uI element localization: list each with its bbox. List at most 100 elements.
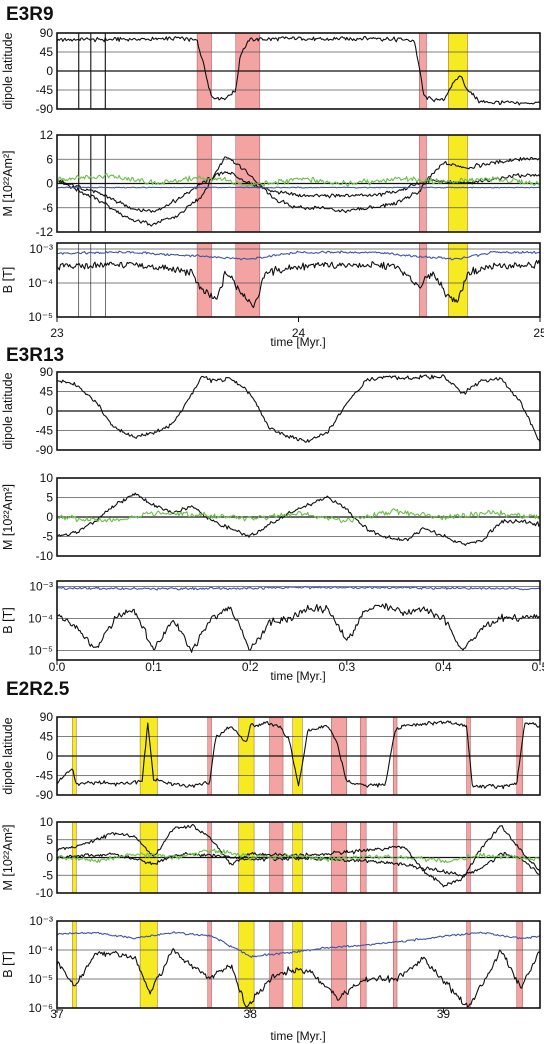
panel-2: 10 5 0 -5 -10 M [10²²Am²] <box>1 815 541 900</box>
y-tick-label: 10⁻⁵ <box>28 310 53 324</box>
x-axis-label: time [Myr.] <box>270 669 325 683</box>
y-tick-label: 6 <box>46 152 53 166</box>
series-group <box>57 374 540 443</box>
y-tick-label: -6 <box>42 201 53 215</box>
red-band <box>392 920 398 1009</box>
y-tick-label: -10 <box>36 886 54 900</box>
chart-3: E2R2.5 90 45 0 -45 -90 dipole latitude 10 5 0 -5 -1… <box>1 679 541 1043</box>
panel-2: 12 6 0 -6 -12 M [10²²Am²] <box>1 128 541 239</box>
blue-series-line <box>57 186 540 189</box>
yellow-band <box>238 920 255 1009</box>
y-tick-label: 45 <box>40 385 54 399</box>
x-tick-label: 0.4 <box>435 660 452 674</box>
y-axis-label: dipole latitude <box>1 717 15 794</box>
yellow-band <box>292 920 303 1009</box>
x-tick-label: 38 <box>244 1007 258 1021</box>
y-tick-label: 10⁻⁴ <box>28 276 53 290</box>
y-tick-label: -5 <box>42 530 53 544</box>
panel-1: 90 45 0 -45 -90 dipole latitude <box>1 365 541 457</box>
x-axis-label: time [Myr.] <box>270 335 325 349</box>
y-axis-label: M [10²²Am²] <box>1 151 15 217</box>
y-axis-label: M [10²²Am²] <box>1 825 15 891</box>
yellow-band <box>139 920 158 1009</box>
y-tick-label: -5 <box>42 868 53 882</box>
y-tick-label: -90 <box>36 443 54 457</box>
panel-frame <box>56 580 541 661</box>
y-tick-label: -45 <box>36 424 54 438</box>
red-band <box>360 920 367 1009</box>
green-series-line <box>57 848 540 864</box>
y-axis-label: dipole latitude <box>1 372 15 449</box>
black-series-line <box>57 374 540 443</box>
y-axis-label: B [T] <box>1 607 15 633</box>
red-band <box>196 242 212 318</box>
y-tick-label: 45 <box>40 45 54 59</box>
y-tick-label: 0 <box>46 510 53 524</box>
y-tick-label: 10⁻⁴ <box>28 612 53 626</box>
series-group <box>57 585 540 653</box>
panel-3: 10⁻³ 10⁻⁴ 10⁻⁵ B [T] 23 24 25 <box>1 242 544 340</box>
black-series-line <box>57 851 540 877</box>
x-tick-label: 39 <box>437 1007 451 1021</box>
y-tick-label: -90 <box>36 102 54 116</box>
black-series-line <box>57 35 540 106</box>
y-axis-label: B [T] <box>1 951 15 977</box>
black-series-line <box>57 823 540 888</box>
y-tick-label: 90 <box>40 26 54 40</box>
panel-frame <box>56 920 541 1009</box>
red-band <box>269 920 284 1009</box>
panel-3: 10⁻³ 10⁻⁴ 10⁻⁵ B [T] 0.0 0.1 0.2 0.3 0.4 0.5 <box>1 580 544 674</box>
y-tick-label: 0 <box>46 749 53 763</box>
y-tick-label: 10⁻³ <box>29 914 53 928</box>
panel-2: 10 5 0 -5 -10 M [10²²Am²] <box>1 471 541 563</box>
y-tick-label: 5 <box>46 491 53 505</box>
x-axis-label: time [Myr.] <box>270 1029 325 1043</box>
y-tick-label: 0 <box>46 851 53 865</box>
y-tick-label: 0 <box>46 404 53 418</box>
panel-1: 90 45 0 -45 -90 dipole latitude <box>1 26 541 116</box>
series-group <box>57 492 540 546</box>
yellow-band <box>448 242 468 318</box>
y-tick-label: 10 <box>40 471 54 485</box>
black-series-line <box>57 156 540 227</box>
panel-frame <box>56 716 541 796</box>
black-series-line <box>57 259 540 309</box>
y-tick-label: -45 <box>36 83 54 97</box>
y-tick-label: 10⁻³ <box>29 242 53 256</box>
y-tick-label: 10⁻³ <box>29 580 53 594</box>
x-tick-label: 23 <box>50 326 64 340</box>
x-tick-label: 0.1 <box>145 660 162 674</box>
x-tick-label: 25 <box>533 326 544 340</box>
panel-frame <box>56 134 541 233</box>
chart-title: E3R13 <box>6 345 64 366</box>
y-tick-label: 5 <box>46 833 53 847</box>
panel-3: 10⁻³ 10⁻⁴ 10⁻⁵ 10⁻⁶ B [T] 37 38 39 <box>1 914 541 1021</box>
series-group <box>57 720 540 790</box>
red-band <box>516 920 523 1009</box>
y-tick-label: 0 <box>46 177 53 191</box>
green-series-line <box>57 172 540 188</box>
series-group <box>57 250 540 309</box>
y-tick-label: 90 <box>40 365 54 379</box>
x-tick-label: 37 <box>50 1007 64 1021</box>
y-tick-label: 10⁻⁴ <box>28 943 53 957</box>
panel-frame <box>56 371 541 451</box>
blue-series-line <box>57 585 540 591</box>
black-series-line <box>57 171 540 213</box>
red-band <box>419 242 427 318</box>
black-series-line <box>57 492 540 546</box>
red-band <box>331 920 347 1009</box>
y-tick-label: 45 <box>40 730 54 744</box>
chart-title: E3R9 <box>6 4 54 25</box>
y-axis-label: B [T] <box>1 267 15 293</box>
y-tick-label: 10⁻⁵ <box>28 972 53 986</box>
red-band <box>235 242 261 318</box>
panel-frame <box>56 32 541 110</box>
series-group <box>57 823 540 888</box>
red-band <box>207 920 212 1009</box>
y-axis-label: dipole latitude <box>1 32 15 109</box>
y-tick-label: -90 <box>36 788 54 802</box>
y-tick-label: 12 <box>40 128 54 142</box>
y-tick-label: -10 <box>36 549 54 563</box>
